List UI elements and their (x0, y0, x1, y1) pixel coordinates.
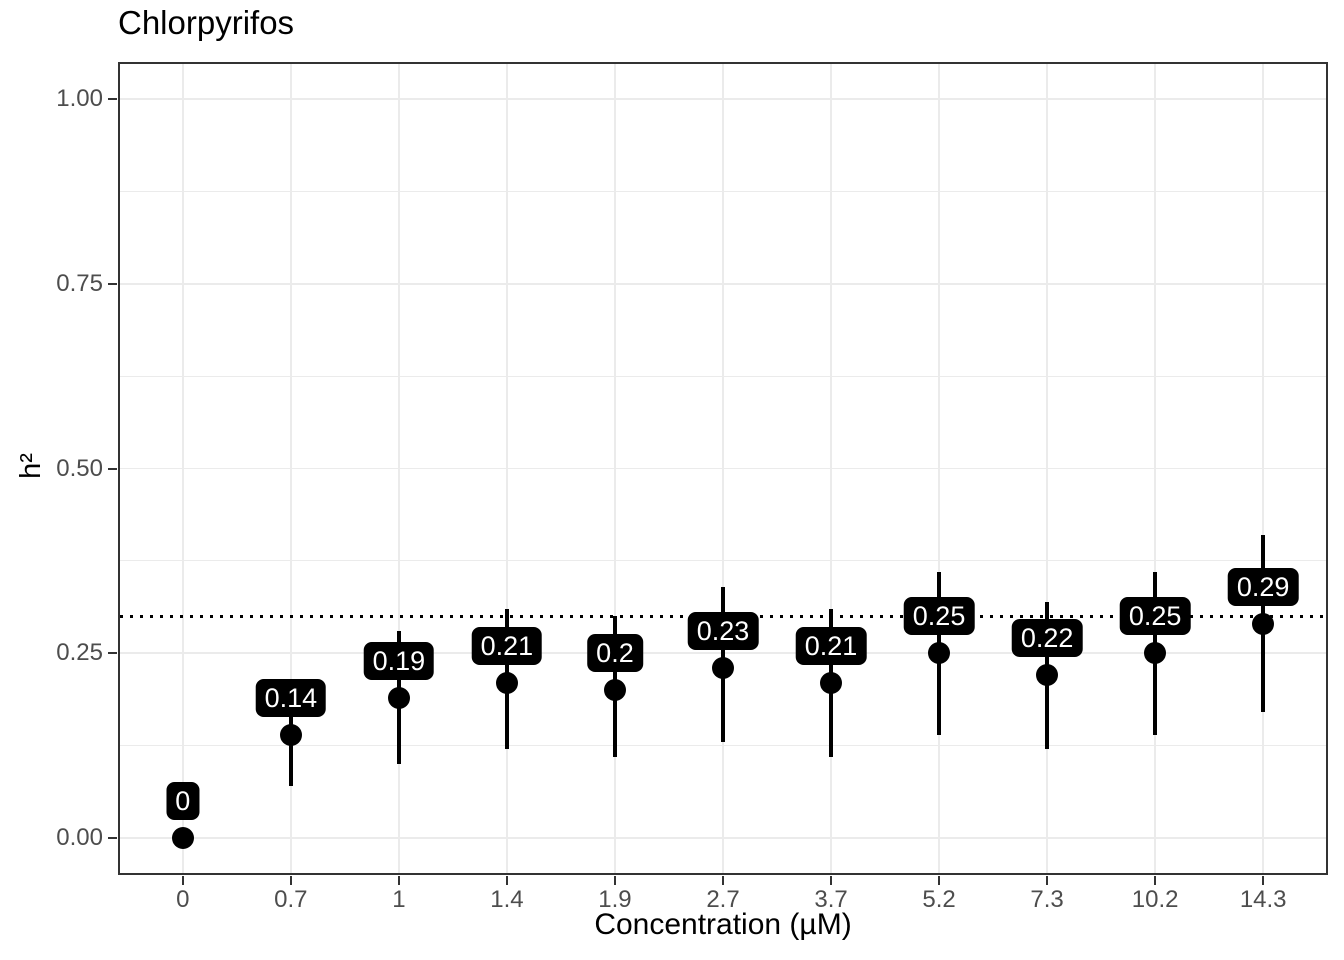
point-value-label: 0 (166, 782, 200, 821)
y-axis-tick-label: 0.50 (56, 454, 103, 482)
x-axis-tick-label: 7.3 (1030, 886, 1064, 913)
y-axis-tick-mark (108, 837, 117, 840)
y-axis-tick-mark (108, 652, 117, 655)
point-value-label: 0.14 (255, 678, 327, 717)
data-point (171, 827, 194, 850)
data-point (712, 657, 734, 680)
x-axis-tick-label: 1.9 (598, 886, 632, 913)
point-value-label: 0.19 (363, 641, 435, 680)
point-value-label: 0.21 (471, 626, 543, 665)
panel-border (118, 62, 1328, 875)
gridline-major-vertical (506, 64, 508, 873)
x-axis-tick-mark (1154, 876, 1157, 885)
x-axis-tick-label: 0.7 (274, 886, 308, 913)
x-axis-tick-label: 1.4 (490, 886, 524, 913)
gridline-major-vertical (938, 64, 940, 873)
x-axis-tick-mark (181, 876, 184, 885)
x-axis-tick-label: 5.2 (922, 886, 956, 913)
gridline-major-vertical (1046, 64, 1048, 873)
x-axis-tick-label: 2.7 (706, 886, 740, 913)
x-axis-tick-mark (830, 876, 833, 885)
x-axis-tick-mark (1046, 876, 1049, 885)
point-value-label: 0.21 (795, 626, 867, 665)
gridline-major-vertical (1154, 64, 1156, 873)
y-axis-tick-mark (108, 282, 117, 285)
x-axis-tick-mark (613, 876, 616, 885)
data-point (495, 671, 518, 694)
x-axis-tick-mark (289, 876, 292, 885)
x-axis-tick-label: 0 (176, 886, 190, 913)
data-point (387, 686, 410, 709)
point-value-label: 0.25 (1119, 597, 1191, 636)
x-axis-tick-label: 1 (392, 886, 406, 913)
gridline-major-vertical (290, 64, 292, 873)
gridline-major-vertical (1262, 64, 1265, 873)
data-point (928, 642, 951, 665)
x-axis-tick-label: 14.3 (1239, 886, 1287, 913)
data-point (279, 723, 302, 746)
x-axis-tick-label: 10.2 (1131, 886, 1179, 913)
point-value-label: 0.22 (1011, 619, 1083, 658)
gridline-major-vertical (722, 64, 724, 873)
data-point (603, 679, 626, 702)
x-axis-title: Concentration (µM) (594, 908, 852, 941)
point-value-label: 0.23 (687, 612, 759, 651)
data-point (1252, 612, 1275, 635)
point-value-label: 0.29 (1227, 567, 1299, 606)
y-axis-tick-label: 1.00 (56, 84, 103, 112)
point-value-label: 0.2 (587, 634, 643, 673)
point-value-label: 0.25 (903, 597, 975, 636)
gridline-major-vertical (398, 64, 400, 873)
y-axis-tick-label: 0.75 (56, 269, 103, 297)
x-axis-tick-mark (505, 876, 508, 885)
data-point (1036, 664, 1059, 687)
y-axis-tick-label: 0.00 (56, 824, 103, 852)
gridline-major-vertical (614, 64, 616, 873)
chart-title: Chlorpyrifos (118, 4, 295, 41)
y-axis-tick-mark (108, 97, 117, 100)
x-axis-tick-mark (1262, 876, 1265, 885)
data-point (1144, 642, 1167, 665)
gridline-major-vertical (181, 64, 184, 873)
data-point (820, 671, 843, 694)
x-axis-tick-mark (938, 876, 941, 885)
x-axis-tick-label: 3.7 (814, 886, 848, 913)
gridline-major-vertical (830, 64, 832, 873)
x-axis-tick-mark (397, 876, 400, 885)
x-axis-tick-mark (722, 876, 724, 885)
y-axis-tick-label: 0.25 (56, 639, 103, 667)
y-axis-tick-mark (108, 467, 117, 470)
